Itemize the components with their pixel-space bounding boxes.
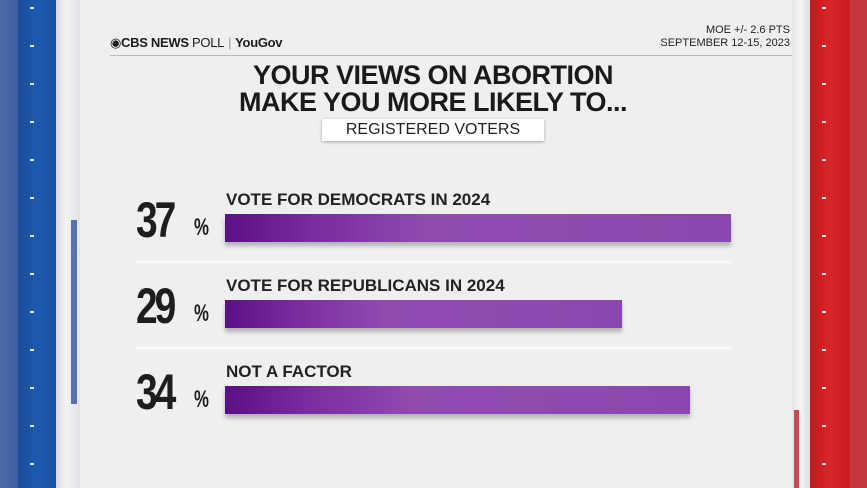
brand-partner: YouGov [235, 35, 283, 50]
rail-tick [822, 83, 826, 85]
right-red-band [850, 0, 867, 488]
rail-tick [822, 7, 826, 9]
rail-tick [822, 45, 826, 47]
rail-tick [822, 235, 826, 237]
bar [225, 386, 690, 414]
rail-tick [30, 83, 34, 85]
left-blue-rail [18, 0, 56, 488]
bar [225, 214, 731, 242]
rail-tick [30, 121, 34, 123]
rail-tick [30, 159, 34, 161]
left-accent [71, 220, 77, 404]
rail-tick [30, 273, 34, 275]
category-label: VOTE FOR DEMOCRATS IN 2024 [226, 190, 491, 209]
row-divider [135, 347, 731, 349]
category-label: NOT A FACTOR [226, 362, 352, 381]
brand-logo: ◉CBS NEWS POLL | YouGov [110, 35, 283, 50]
rail-tick [822, 159, 826, 161]
percent-sign: % [194, 300, 209, 327]
right-accent [794, 410, 799, 488]
rail-tick [822, 197, 826, 199]
bar [225, 300, 622, 328]
moe-text: MOE +/- 2.6 PTS [705, 24, 790, 36]
brand-poll: POLL [192, 35, 225, 50]
title-line-1: YOUR VIEWS ON ABORTION [252, 60, 614, 90]
right-edge [792, 0, 810, 488]
rail-tick [30, 45, 34, 47]
header-divider [110, 55, 792, 56]
percent-sign: % [194, 214, 209, 241]
rail-tick [822, 349, 826, 351]
rail-tick [822, 273, 826, 275]
poll-dates: SEPTEMBER 12-15, 2023 [660, 37, 790, 49]
rail-tick [822, 463, 826, 465]
value-label: 34 [136, 364, 176, 420]
rail-tick [822, 121, 826, 123]
category-label: VOTE FOR REPUBLICANS IN 2024 [226, 276, 505, 295]
right-red-rail [810, 0, 850, 488]
percent-sign: % [194, 386, 209, 413]
left-blue-band [0, 0, 18, 488]
rail-tick [30, 311, 34, 313]
rail-tick [30, 349, 34, 351]
rail-tick [30, 425, 34, 427]
rail-tick [30, 463, 34, 465]
rail-tick [30, 235, 34, 237]
value-label: 29 [136, 278, 176, 334]
rail-tick [822, 311, 826, 313]
value-label: 37 [136, 192, 176, 248]
rail-tick [30, 7, 34, 9]
chart-title: YOUR VIEWS ON ABORTION MAKE YOU MORE LIK… [150, 62, 716, 116]
row-divider [135, 261, 731, 263]
rail-tick [30, 197, 34, 199]
brand-cbs: CBS NEWS [121, 35, 189, 50]
title-line-2: MAKE YOU MORE LIKELY TO... [238, 87, 628, 117]
poll-meta: MOE +/- 2.6 PTS SEPTEMBER 12-15, 2023 [660, 24, 790, 50]
rail-tick [822, 387, 826, 389]
rail-tick [30, 387, 34, 389]
cbs-eye-icon: ◉ [110, 35, 122, 50]
chart-subtitle: REGISTERED VOTERS [322, 119, 544, 141]
rail-tick [822, 425, 826, 427]
